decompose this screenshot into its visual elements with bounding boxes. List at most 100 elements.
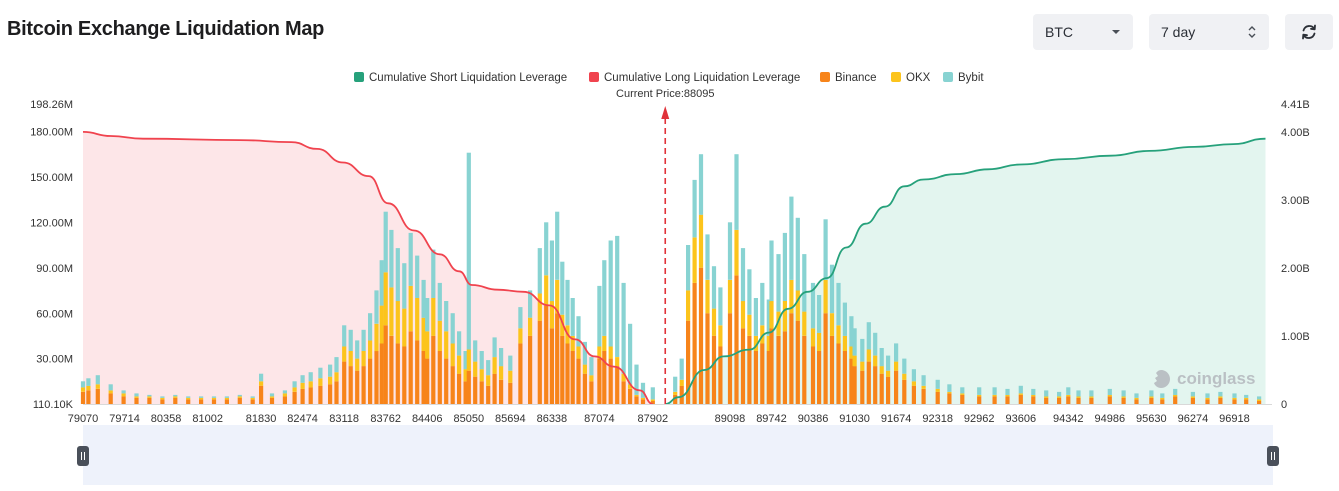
binance-bar [355,370,360,404]
binance-bar [705,313,710,404]
binance-bar [902,379,907,404]
bybit-bar [224,396,229,398]
okx-bar [782,301,787,332]
bybit-bar [705,234,710,280]
okx-bar [518,328,523,344]
y-left-tick-label: 198.26M [30,99,73,111]
bybit-bar [86,378,91,386]
okx-bar [300,382,305,389]
binance-bar [1244,399,1249,404]
bybit-bar [692,179,697,238]
binance-bar [479,381,484,404]
bybit-bar [544,222,549,276]
bybit-bar [679,358,684,380]
y-right-tick-label: 2.00B [1281,263,1310,275]
binance-bar [1031,396,1036,404]
binance-bar [727,313,733,404]
binance-bar [95,388,100,404]
okx-bar [692,237,697,283]
bybit-bar [640,382,646,398]
okx-bar [486,375,491,386]
binance-bar [640,399,646,404]
x-tick-label: 94342 [1053,413,1084,425]
okx-bar [560,314,565,336]
okx-bar [555,279,560,314]
okx-bar [415,298,420,341]
binance-bar [408,331,413,404]
binance-bar [80,391,86,404]
range-select[interactable]: 7 day [1149,14,1269,50]
x-tick-label: 90386 [798,413,829,425]
bybit-bar [528,290,533,318]
bybit-bar [947,384,952,392]
bybit-bar [1232,393,1237,398]
okx-bar [935,388,940,392]
okx-bar [1160,397,1165,400]
binance-bar [121,396,126,404]
okx-bar [740,301,746,329]
binance-bar [1149,397,1154,404]
scroller-handle-left[interactable] [77,446,89,466]
binance-bar [259,385,264,404]
binance-bar [1005,396,1010,404]
binance-bar [795,320,800,404]
okx-bar [134,396,139,398]
bybit-bar [361,329,366,351]
bybit-bar [374,290,379,324]
legend-swatch [354,72,364,82]
bybit-bar [698,154,704,215]
binance-bar [421,351,426,404]
binance-bar [615,366,620,404]
binance-bar [760,343,765,404]
okx-bar [769,301,774,329]
legend-swatch [943,72,953,82]
bybit-bar [769,240,774,302]
bybit-bar [342,325,347,347]
legend-label: OKX [906,72,931,84]
binance-bar [1107,396,1112,404]
bybit-bar [402,263,407,309]
bybit-bar [615,235,620,357]
bybit-bar [740,248,746,302]
bybit-bar [1134,393,1139,398]
bybit-bar [328,364,333,377]
legend-swatch [589,72,599,82]
binance-bar [379,343,384,404]
binance-bar [374,351,379,404]
binance-bar [173,397,178,404]
bybit-bar [921,375,926,386]
x-tick-label: 81002 [192,413,223,425]
binance-bar [528,335,533,404]
okx-bar [576,346,581,359]
binance-bar [1190,397,1195,404]
y-left-tick-label: 120.00M [30,217,73,229]
okx-bar [160,397,165,400]
bybit-bar [760,282,765,326]
okx-bar [1244,397,1249,400]
scroller-handle-right[interactable] [1267,446,1279,466]
binance-bar [1232,399,1237,404]
binance-bar [395,343,400,404]
okx-bar [823,279,828,314]
bybit-bar [389,229,394,288]
x-tick-label: 86338 [537,413,568,425]
okx-bar [747,314,752,336]
coin-select[interactable]: BTC [1033,14,1133,50]
okx-bar [886,370,891,377]
refresh-button[interactable] [1285,14,1333,50]
okx-bar [810,328,816,347]
bybit-bar [711,266,717,309]
range-scroller[interactable] [83,425,1273,485]
binance-bar [576,358,581,404]
okx-bar [508,370,513,383]
bybit-bar [508,355,513,371]
bybit-bar [977,387,982,395]
bybit-bar [479,351,484,370]
okx-bar [444,331,449,359]
binance-bar [911,385,916,404]
legend-label: Cumulative Short Liquidation Leverage [369,72,567,84]
bybit-bar [992,387,997,395]
bybit-bar [237,394,242,397]
binance-bar [1173,396,1178,404]
okx-bar [466,349,471,371]
